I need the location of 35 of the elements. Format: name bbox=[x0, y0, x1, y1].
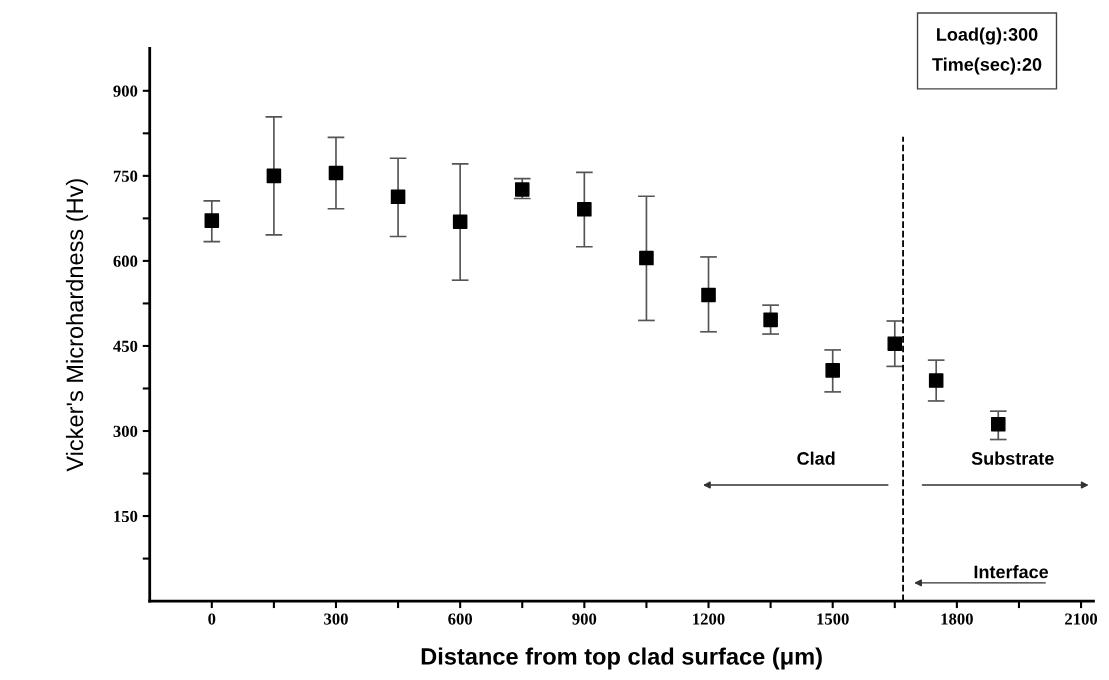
y-axis-title: Vicker's Microhardness (Hv) bbox=[65, 179, 88, 472]
y-tick-label: 450 bbox=[113, 340, 138, 352]
y-tick-label: 150 bbox=[114, 510, 138, 523]
x-tick-label: 900 bbox=[572, 613, 597, 625]
point bbox=[204, 213, 220, 228]
point bbox=[990, 416, 1006, 432]
point bbox=[328, 165, 344, 181]
x-tick-label: 0 bbox=[208, 613, 216, 625]
point bbox=[928, 373, 944, 388]
x-tick-label: 1800 bbox=[941, 613, 973, 625]
annotation: Clad bbox=[797, 451, 835, 465]
point bbox=[514, 182, 530, 197]
x-tick-label: 1200 bbox=[693, 613, 725, 625]
x-tick-label: 2100 bbox=[1065, 613, 1098, 625]
x-tick-label: 300 bbox=[324, 613, 348, 625]
point bbox=[701, 287, 716, 303]
annotation: Time(sec):20 bbox=[932, 57, 1042, 75]
y-tick-label: 300 bbox=[113, 425, 138, 437]
point bbox=[266, 168, 282, 184]
x-tick-label: 600 bbox=[448, 613, 473, 625]
y-tick-label: 900 bbox=[113, 85, 138, 97]
ref-line-label: Interface bbox=[974, 565, 1049, 579]
y-tick-label: 600 bbox=[113, 255, 138, 267]
annotation: Substrate bbox=[971, 451, 1054, 465]
point bbox=[887, 336, 903, 351]
point bbox=[577, 202, 592, 217]
text: Load(g):300 bbox=[937, 27, 1038, 45]
point bbox=[825, 363, 840, 378]
point bbox=[452, 214, 468, 230]
point bbox=[639, 250, 654, 266]
x-tick-label: 1500 bbox=[817, 613, 849, 625]
y-tick-label: 750 bbox=[113, 170, 138, 182]
point bbox=[390, 189, 406, 205]
x-axis-title: Distance from top clad surface (μm) bbox=[421, 647, 822, 670]
point bbox=[763, 312, 778, 328]
